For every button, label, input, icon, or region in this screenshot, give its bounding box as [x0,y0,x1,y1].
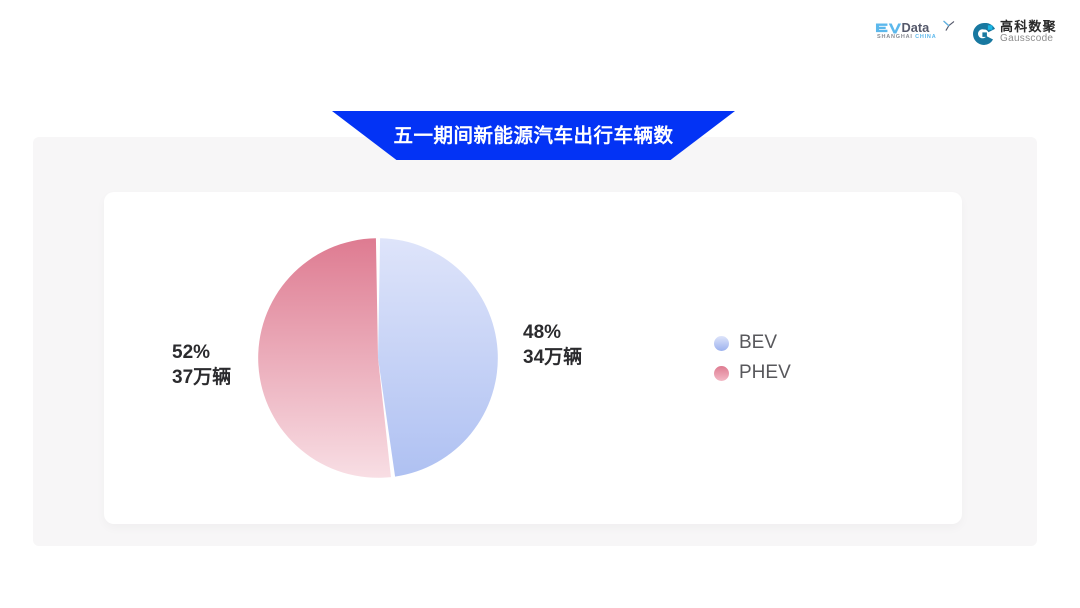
svg-text:Data: Data [902,20,931,35]
